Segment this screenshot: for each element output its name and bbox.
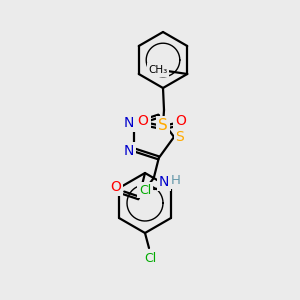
Text: O: O — [138, 114, 148, 128]
Text: S: S — [158, 118, 168, 134]
Text: N: N — [124, 116, 134, 130]
Text: Cl: Cl — [139, 184, 151, 196]
Text: Cl: Cl — [144, 253, 156, 266]
Text: O: O — [110, 180, 121, 194]
Text: H: H — [171, 174, 181, 188]
Text: N: N — [159, 175, 169, 189]
Text: CH₃: CH₃ — [148, 65, 168, 75]
Text: S: S — [176, 130, 184, 144]
Text: O: O — [176, 114, 186, 128]
Text: N: N — [124, 144, 134, 158]
